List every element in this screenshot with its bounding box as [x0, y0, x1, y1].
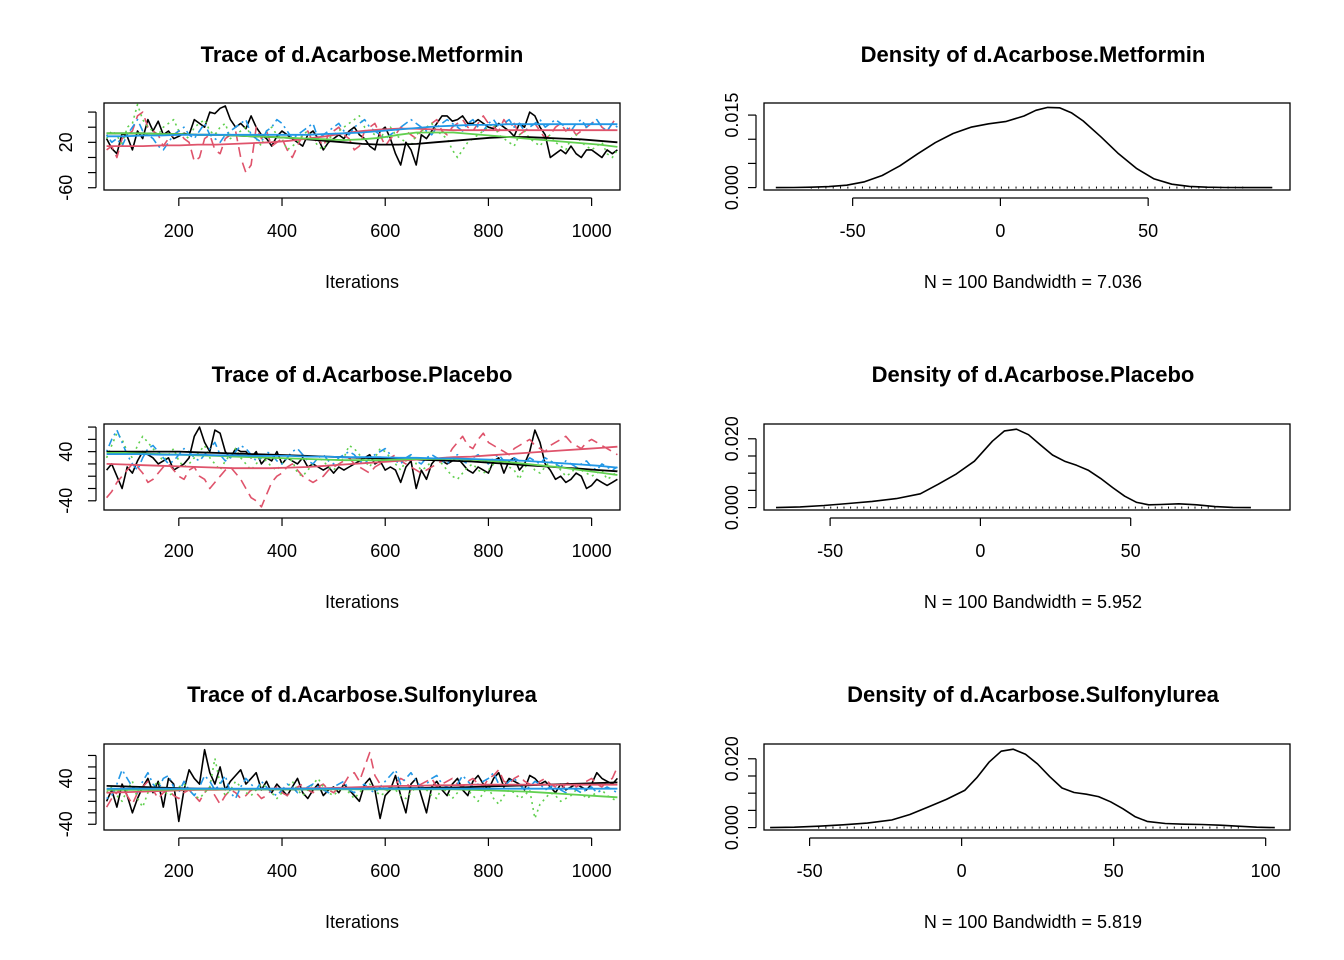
x-tick-label: -50: [840, 221, 866, 241]
x-tick-label: 50: [1104, 861, 1124, 881]
plot-frame: [763, 102, 1291, 191]
chart-title: Density of d.Acarbose.Sulfonylurea: [847, 682, 1219, 707]
y-tick-label: 40: [56, 442, 76, 462]
series-line: [106, 445, 618, 470]
y-tick-label: 0.000: [722, 485, 742, 530]
x-tick-label: 0: [975, 541, 985, 561]
series-line: [105, 751, 619, 808]
x-tick-label: 50: [1138, 221, 1158, 241]
x-tick-label: 400: [267, 861, 297, 881]
series-line: [106, 123, 618, 138]
x-axis-label: Iterations: [325, 592, 399, 612]
x-axis-label: Iterations: [325, 912, 399, 932]
y-tick-label: 0.000: [722, 165, 742, 210]
plot-frame: [763, 423, 1291, 511]
x-tick-label: 1000: [572, 221, 612, 241]
panel-6: Density of d.Acarbose.Sulfonylurea -50 0 50…: [722, 682, 1291, 932]
y-tick-label: 0.000: [722, 805, 742, 850]
panel-1: Trace of d.Acarbose.Metformin 200 400 600 80…: [56, 42, 621, 292]
series-line: [105, 118, 618, 151]
series-group: [775, 428, 1251, 509]
x-tick-label: 1000: [572, 861, 612, 881]
x-tick-label: 200: [164, 221, 194, 241]
series-group: [770, 748, 1275, 829]
series-line: [770, 748, 1275, 829]
series-group: [105, 748, 619, 823]
chart-title: Density of d.Acarbose.Placebo: [872, 362, 1195, 387]
x-tick-label: 800: [473, 541, 503, 561]
x-tick-label: 200: [164, 861, 194, 881]
panel-4: Density of d.Acarbose.Placebo -50 0 50 0.000…: [722, 362, 1291, 612]
series-group: [775, 106, 1273, 189]
x-tick-label: 800: [473, 221, 503, 241]
chart-title: Trace of d.Acarbose.Metformin: [201, 42, 524, 67]
x-tick-label: 0: [957, 861, 967, 881]
x-axis-label: N = 100 Bandwidth = 5.819: [924, 912, 1142, 932]
chart-title: Trace of d.Acarbose.Placebo: [212, 362, 513, 387]
series-line: [105, 748, 618, 823]
plot-frame: [103, 423, 621, 511]
series-group: [105, 103, 619, 174]
x-tick-label: 50: [1121, 541, 1141, 561]
x-tick-label: 600: [370, 861, 400, 881]
chart-title: Density of d.Acarbose.Metformin: [861, 42, 1206, 67]
plot-frame: [103, 102, 621, 191]
x-axis-label: N = 100 Bandwidth = 5.952: [924, 592, 1142, 612]
x-tick-label: -50: [797, 861, 823, 881]
series-group: [105, 426, 619, 508]
series-line: [105, 432, 619, 481]
series-line: [775, 428, 1251, 509]
panel-5: Trace of d.Acarbose.Sulfonylurea 200 400 60…: [56, 682, 621, 932]
x-tick-label: 600: [370, 221, 400, 241]
series-line: [105, 432, 618, 508]
plot-frame: [103, 743, 621, 831]
y-tick-label: -60: [56, 175, 76, 201]
y-tick-label: 0.015: [722, 93, 742, 138]
y-tick-label: 0.020: [722, 736, 742, 781]
x-tick-label: 400: [267, 541, 297, 561]
x-tick-label: 100: [1251, 861, 1281, 881]
series-line: [775, 106, 1273, 189]
x-axis-label: Iterations: [325, 272, 399, 292]
y-tick-label: 0.020: [722, 416, 742, 461]
y-tick-label: 40: [56, 768, 76, 788]
chart-title: Trace of d.Acarbose.Sulfonylurea: [187, 682, 537, 707]
y-tick-label: -40: [56, 488, 76, 514]
y-tick-label: 20: [56, 132, 76, 152]
x-tick-label: 0: [995, 221, 1005, 241]
series-line: [106, 453, 618, 469]
panel-2: Density of d.Acarbose.Metformin -50 0 50 0.0…: [722, 42, 1291, 292]
y-tick-label: -40: [56, 811, 76, 837]
x-tick-label: 200: [164, 541, 194, 561]
x-tick-label: 400: [267, 221, 297, 241]
x-tick-label: 800: [473, 861, 503, 881]
series-line: [106, 127, 618, 148]
panel-3: Trace of d.Acarbose.Placebo 200 400 600 800 1…: [56, 362, 621, 612]
x-tick-label: -50: [817, 541, 843, 561]
x-tick-label: 1000: [572, 541, 612, 561]
x-tick-label: 600: [370, 541, 400, 561]
plot-frame: [763, 743, 1291, 831]
x-axis-label: N = 100 Bandwidth = 7.036: [924, 272, 1142, 292]
